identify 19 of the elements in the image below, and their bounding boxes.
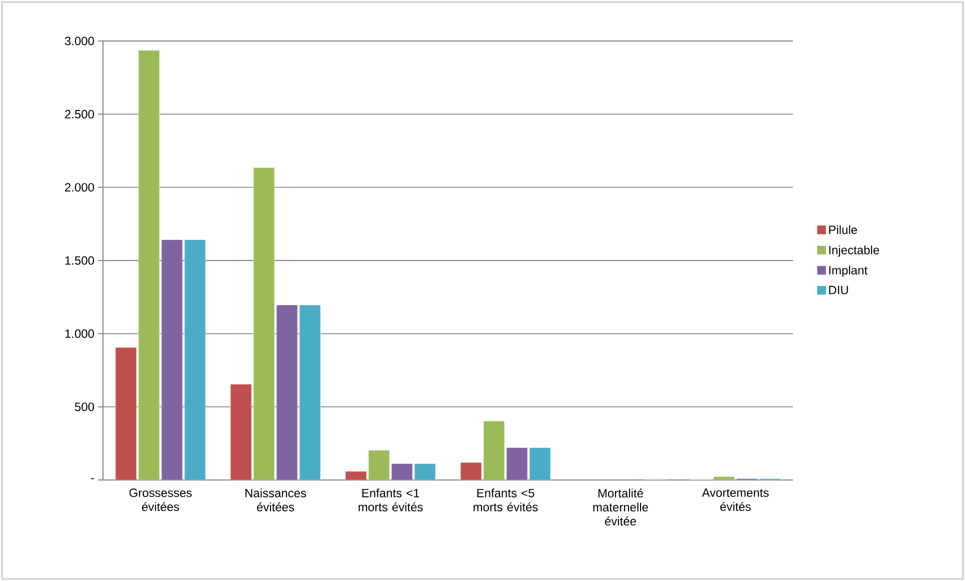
bar bbox=[115, 347, 137, 480]
y-tick-label: 3.000 bbox=[64, 36, 94, 46]
y-tick-label: 500 bbox=[74, 402, 94, 412]
y-tick-label: 2.000 bbox=[65, 183, 94, 192]
y-tick-label: 1.000 bbox=[65, 329, 94, 338]
x-tick-label: Enfants <1 morts évités bbox=[358, 488, 423, 512]
x-tick-label: Naissances évitées bbox=[245, 488, 306, 512]
legend-label: DIU bbox=[829, 286, 848, 294]
y-tick-label: 1.500 bbox=[65, 256, 94, 265]
y-tick-label: - bbox=[91, 478, 94, 480]
legend-label: Injectable bbox=[829, 246, 880, 257]
x-tick-label: Enfants <5 morts évités bbox=[474, 488, 538, 512]
legend-label: Implant bbox=[829, 266, 868, 277]
y-tick-label: 2.500 bbox=[65, 110, 94, 118]
bar bbox=[230, 384, 252, 480]
x-tick-label: Mortalité maternelle évitée bbox=[593, 488, 648, 526]
x-tick-label: Avortements évités bbox=[702, 488, 769, 511]
legend-label: Pilule bbox=[829, 225, 858, 234]
x-tick-label: Grossesses évitées bbox=[129, 488, 192, 512]
